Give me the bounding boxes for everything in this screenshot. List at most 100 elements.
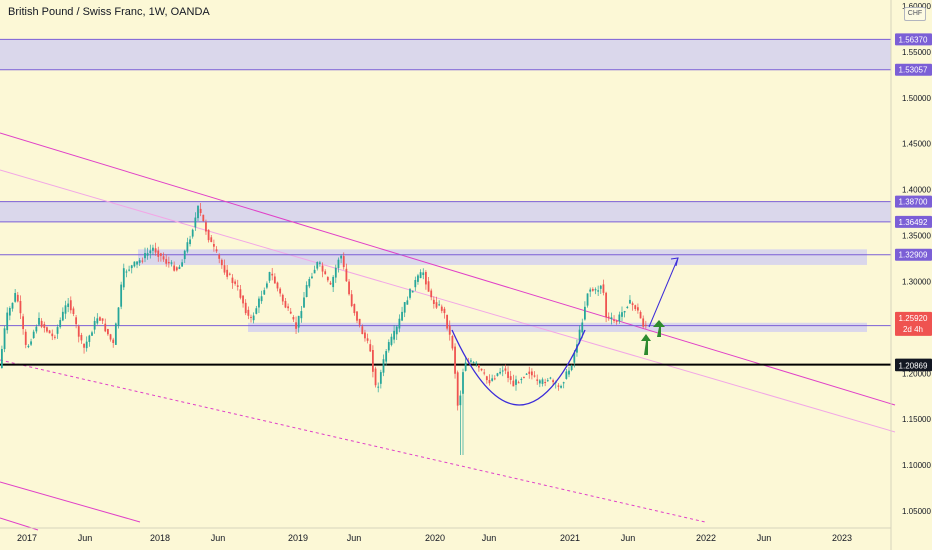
candle-body[interactable] [234,281,236,284]
candle-body[interactable] [152,247,154,251]
trend-line-upper-parallel[interactable] [0,169,896,433]
candle-body[interactable] [570,365,573,371]
candle-body[interactable] [226,269,229,277]
price-axis[interactable]: 1.60000 1.55000 1.50000 1.45000 1.40000 1.350… [902,2,931,516]
candle-body[interactable] [255,308,258,314]
candle-body[interactable] [51,333,54,337]
candle-body[interactable] [258,298,260,308]
candle-body[interactable] [96,318,99,324]
candle-body[interactable] [623,311,626,313]
candle-body[interactable] [634,305,637,310]
candle-body[interactable] [591,288,594,291]
candle-body[interactable] [122,268,125,288]
candle-body[interactable] [207,229,210,241]
candle-body[interactable] [517,382,520,384]
candle-body[interactable] [289,311,292,314]
candle-body[interactable] [281,294,284,302]
candle-body[interactable] [639,312,642,319]
candle-body[interactable] [491,378,494,381]
candle-body[interactable] [504,368,507,371]
candle-body[interactable] [348,281,350,295]
candle-body[interactable] [417,275,419,282]
candle-body[interactable] [321,265,324,272]
candle-body[interactable] [56,327,59,334]
candle-body[interactable] [16,294,19,302]
candle-body[interactable] [236,285,239,287]
candle-body[interactable] [138,260,141,263]
candle-body[interactable] [77,326,80,337]
candle-body[interactable] [493,378,496,380]
candle-body[interactable] [610,317,613,319]
candle-body[interactable] [160,253,162,256]
up-arrow-icon[interactable] [641,334,651,355]
candle-body[interactable] [398,318,401,329]
candle-body[interactable] [557,385,560,387]
candle-body[interactable] [462,372,464,394]
candle-body[interactable] [175,267,178,271]
candle-body[interactable] [6,312,9,331]
candle-body[interactable] [387,342,390,351]
candle-body[interactable] [324,271,327,275]
candle-body[interactable] [345,268,348,282]
candle-body[interactable] [173,265,176,271]
candle-body[interactable] [369,344,372,352]
candle-body[interactable] [523,376,525,378]
price-zone[interactable] [0,39,891,70]
candle-body[interactable] [85,341,88,349]
candle-body[interactable] [631,303,634,306]
candle-body[interactable] [372,350,374,372]
candle-body[interactable] [528,371,531,374]
candle-body[interactable] [83,343,85,348]
candle-body[interactable] [178,266,181,270]
candle-body[interactable] [584,306,586,320]
candle-body[interactable] [30,341,32,345]
candle-body[interactable] [411,290,414,293]
candle-body[interactable] [157,250,160,257]
price-zone[interactable] [0,201,891,222]
currency-badge[interactable]: CHF [904,7,926,21]
candle-body[interactable] [268,272,271,281]
candle-body[interactable] [629,299,631,304]
candle-body[interactable] [425,272,427,285]
candle-body[interactable] [273,276,276,284]
candle-body[interactable] [483,372,486,374]
candle-body[interactable] [287,306,289,309]
candle-body[interactable] [114,323,117,345]
candle-body[interactable] [112,339,115,344]
candle-body[interactable] [125,271,128,273]
candle-body[interactable] [32,331,35,338]
candle-body[interactable] [607,316,610,318]
candle-body[interactable] [292,317,295,320]
candle-body[interactable] [581,322,584,333]
candle-body[interactable] [210,237,213,243]
candle-body[interactable] [61,311,64,321]
candle-body[interactable] [329,282,332,285]
candle-body[interactable] [395,326,398,335]
candle-body[interactable] [146,253,149,256]
candle-body[interactable] [401,311,403,321]
candle-body[interactable] [311,276,313,279]
candle-body[interactable] [525,373,528,375]
candle-body[interactable] [470,360,472,362]
candle-body[interactable] [568,370,570,375]
candle-body[interactable] [24,331,27,345]
candle-body[interactable] [454,346,456,374]
candle-body[interactable] [448,325,451,335]
candle-body[interactable] [531,371,533,376]
candle-body[interactable] [149,250,152,254]
candle-body[interactable] [308,279,311,287]
candle-body[interactable] [35,326,38,332]
candle-body[interactable] [300,311,303,319]
candle-body[interactable] [332,276,335,288]
candle-body[interactable] [456,372,459,406]
candle-body[interactable] [393,330,395,340]
candle-body[interactable] [443,308,446,314]
candle-body[interactable] [403,302,406,313]
candle-body[interactable] [520,378,523,380]
candle-body[interactable] [99,317,101,321]
candle-body[interactable] [136,261,138,265]
candle-body[interactable] [250,316,252,318]
candle-body[interactable] [589,289,592,292]
trend-line-lower[interactable] [0,481,141,523]
